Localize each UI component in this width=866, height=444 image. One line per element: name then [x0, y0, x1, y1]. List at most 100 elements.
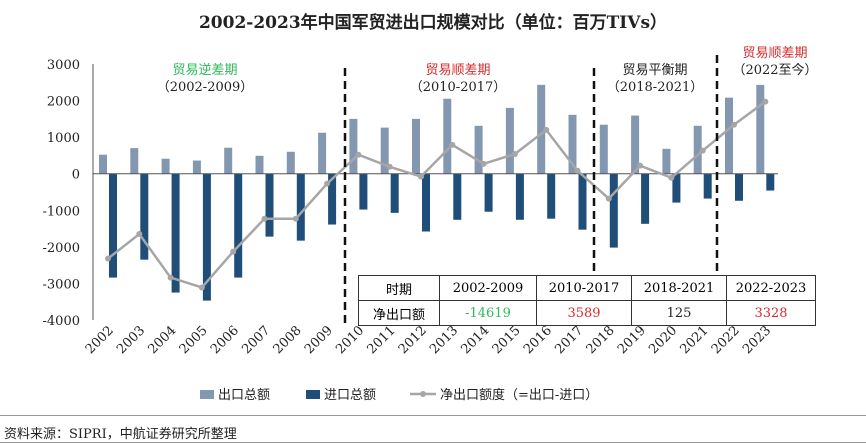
net-export-point — [637, 162, 644, 169]
divider — [0, 415, 866, 416]
table-row: 净出口额 -14619 3589 125 3328 — [358, 300, 816, 326]
net-export-point — [324, 180, 331, 187]
import-bar — [140, 173, 149, 260]
period-label: 贸易顺差期 — [425, 63, 490, 78]
period-label: 贸易顺差期 — [742, 46, 807, 61]
net-export-point — [762, 98, 769, 105]
import-bar — [202, 173, 211, 301]
import-bar — [422, 173, 430, 232]
y-tick-label: 1000 — [47, 131, 80, 146]
x-tick-label: 2017 — [552, 323, 586, 357]
y-tick-label: -1000 — [43, 204, 80, 219]
export-bar — [412, 118, 420, 174]
period-label: 贸易逆差期 — [172, 62, 237, 78]
table-header-cell: 2010-2017 — [536, 275, 632, 301]
x-tick-label: 2004 — [145, 323, 179, 357]
net-export-point — [386, 163, 393, 170]
net-export-point — [699, 147, 706, 154]
import-bar — [672, 173, 681, 203]
source-note: 资料来源：SIPRI，中航证券研究所整理 — [4, 427, 237, 442]
table-value-cell: -14619 — [439, 300, 537, 326]
x-tick-label: 2019 — [615, 323, 649, 357]
table-value-cell: 3589 — [536, 300, 632, 326]
export-bar — [756, 84, 765, 174]
import-bar — [390, 173, 399, 213]
x-tick-label: 2002 — [83, 323, 117, 357]
net-export-point — [261, 215, 268, 222]
x-tick-label: 2014 — [458, 323, 492, 357]
net-export-point — [230, 248, 237, 255]
export-bar — [224, 147, 233, 174]
import-bar — [703, 173, 712, 199]
y-tick-label: -4000 — [43, 314, 80, 329]
legend-net-label: 净出口额度（=出口-进口） — [440, 387, 598, 403]
table-header-cell: 2002-2009 — [439, 275, 537, 301]
net-export-point — [605, 195, 612, 202]
import-bar — [265, 173, 274, 237]
export-bar — [380, 127, 389, 174]
net-export-point — [731, 121, 737, 128]
export-bar — [568, 114, 577, 174]
x-tick-label: 2008 — [271, 323, 305, 357]
import-bar — [296, 173, 305, 241]
legend-net-marker — [420, 391, 426, 397]
import-bar — [641, 173, 650, 224]
x-tick-label: 2016 — [521, 323, 555, 357]
y-tick-label: 3000 — [47, 58, 80, 73]
import-bar — [453, 173, 462, 220]
net-export-point — [449, 141, 456, 148]
import-bar — [109, 173, 117, 278]
export-bar — [474, 125, 483, 174]
export-bar — [693, 125, 702, 174]
y-tick-label: 0 — [72, 168, 80, 183]
import-bar — [578, 173, 587, 230]
import-bar — [171, 173, 180, 293]
net-export-point — [136, 231, 143, 238]
import-bar — [484, 173, 493, 212]
table-header-cell: 2022-2023 — [726, 275, 816, 301]
export-bar — [286, 151, 295, 174]
divider — [0, 442, 866, 443]
export-bar — [130, 148, 139, 174]
x-tick-label: 2023 — [740, 323, 774, 357]
x-tick-label: 2013 — [427, 323, 461, 357]
x-tick-label: 2005 — [177, 323, 211, 357]
legend-import-label: 进口总额 — [324, 388, 376, 403]
x-tick-label: 2020 — [646, 323, 680, 357]
period-range: （2022至今） — [732, 62, 817, 78]
net-export-point — [167, 274, 174, 281]
period-range: （2010-2017） — [410, 80, 507, 95]
table-header-row: 时期 2002-2009 2010-2017 2018-2021 2022-20… — [358, 275, 816, 301]
export-bar — [725, 97, 733, 174]
x-tick-label: 2022 — [709, 323, 743, 357]
net-export-point — [105, 255, 111, 262]
table-row-label: 净出口额 — [358, 300, 440, 326]
export-bar — [255, 155, 264, 174]
import-bar — [547, 173, 556, 219]
export-bar — [599, 124, 608, 174]
x-tick-label: 2009 — [302, 323, 336, 357]
export-bar — [161, 158, 170, 174]
period-label: 贸易平衡期 — [622, 63, 687, 78]
period-range: （2002-2009） — [157, 80, 254, 95]
net-export-point — [574, 167, 581, 174]
x-tick-label: 2007 — [239, 323, 273, 357]
x-tick-label: 2003 — [114, 323, 148, 357]
legend-export-swatch — [200, 390, 214, 399]
net-export-point — [355, 151, 362, 158]
period-range: （2018-2021） — [607, 80, 704, 95]
export-bar — [505, 107, 514, 174]
export-bar — [192, 160, 201, 174]
net-export-point — [292, 215, 299, 222]
net-export-point — [418, 173, 424, 180]
export-bar — [99, 154, 107, 174]
legend-import-swatch — [306, 390, 320, 399]
net-export-point — [668, 174, 675, 181]
y-tick-label: -3000 — [43, 277, 80, 292]
x-tick-label: 2006 — [208, 323, 242, 357]
net-export-point — [543, 126, 550, 133]
net-export-line — [107, 100, 767, 289]
export-bar — [318, 132, 327, 174]
legend-export-label: 出口总额 — [218, 388, 270, 403]
